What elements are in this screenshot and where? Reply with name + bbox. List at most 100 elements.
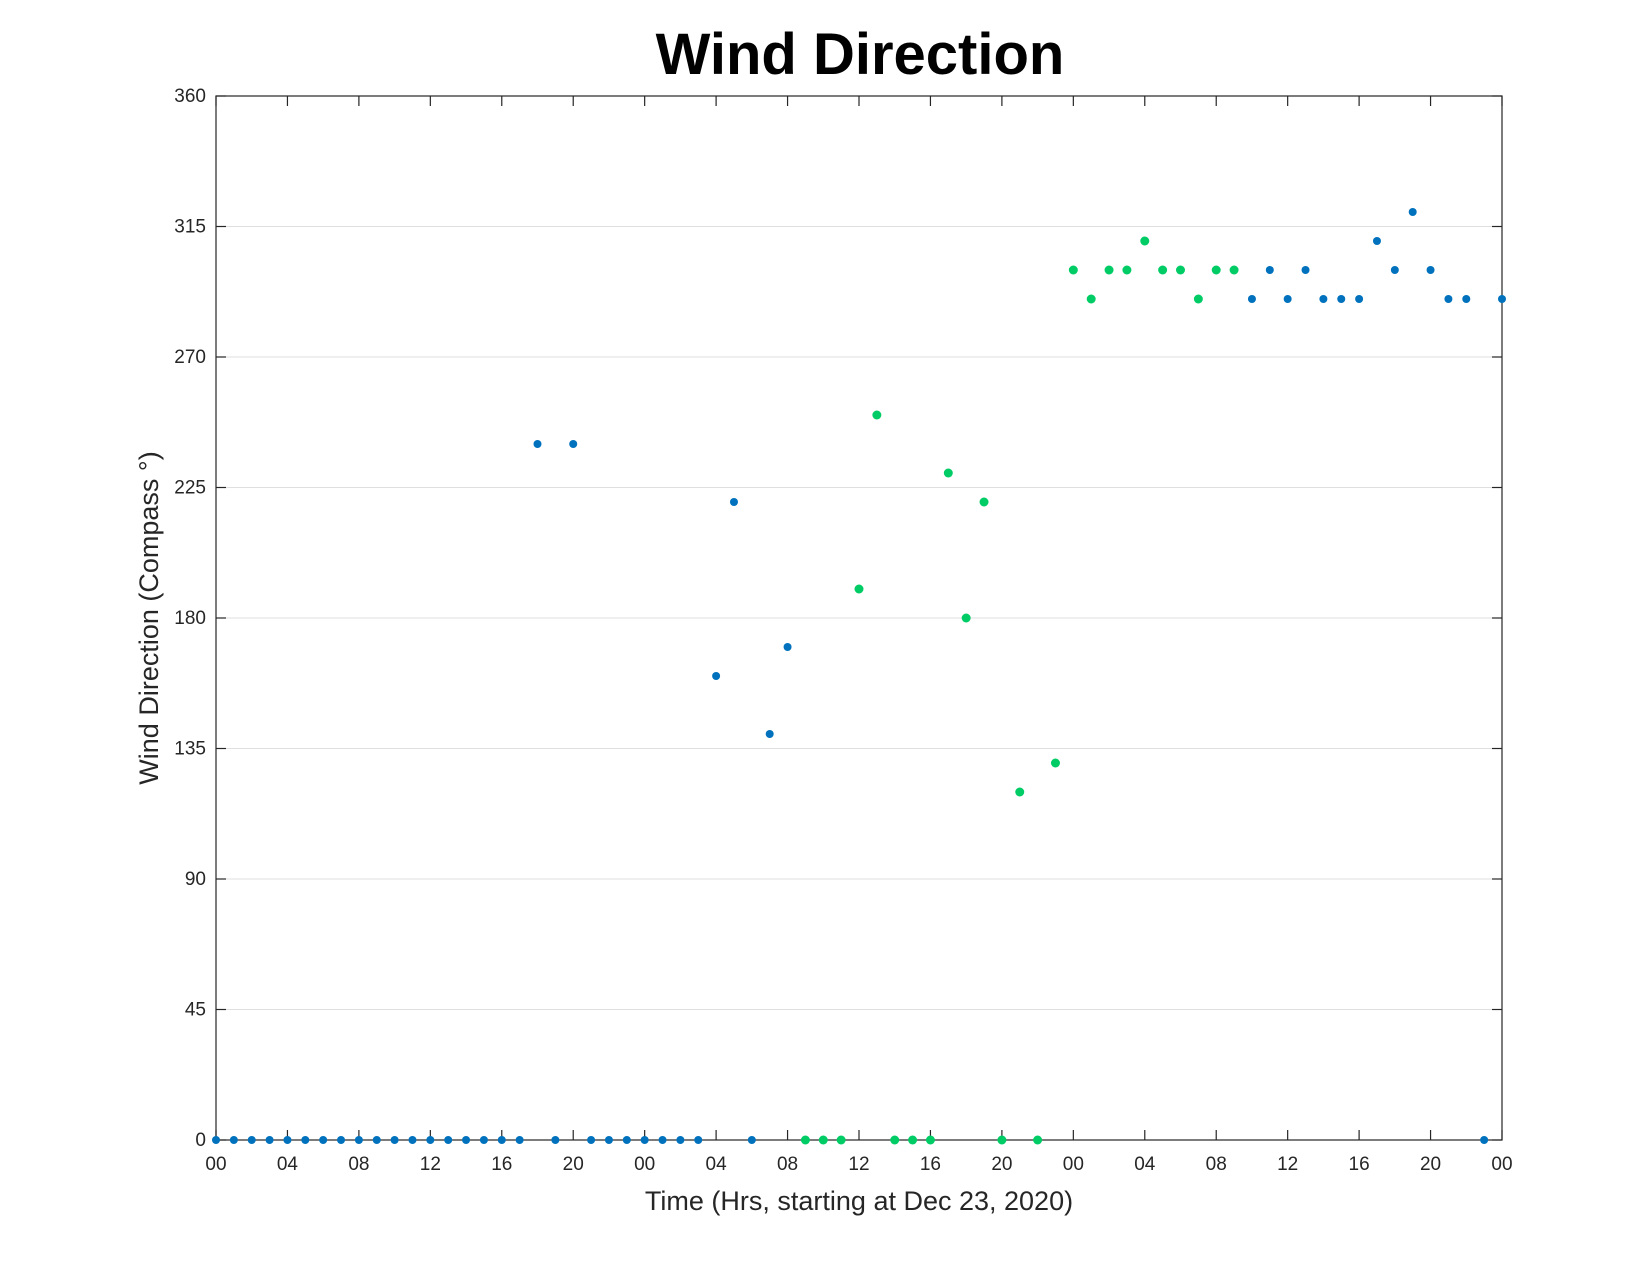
data-point xyxy=(283,1136,292,1144)
data-point xyxy=(1390,266,1399,274)
x-tick-label: 20 xyxy=(991,1154,1012,1175)
data-point xyxy=(640,1136,649,1144)
y-axis-title: Wind Direction (Compass °) xyxy=(134,451,164,784)
data-point xyxy=(1229,265,1239,275)
data-point xyxy=(1086,294,1096,304)
data-point xyxy=(1176,265,1185,275)
x-tick-label: 04 xyxy=(706,1154,728,1175)
data-point xyxy=(479,1136,488,1144)
data-point xyxy=(1355,295,1364,303)
data-point xyxy=(1158,265,1168,275)
data-point xyxy=(462,1136,471,1144)
data-point xyxy=(533,440,542,448)
data-point xyxy=(1104,265,1114,275)
data-point xyxy=(1247,295,1256,303)
x-tick-label: 08 xyxy=(777,1154,798,1175)
data-point xyxy=(818,1135,828,1145)
data-point xyxy=(961,613,971,623)
data-point xyxy=(854,584,864,594)
data-point xyxy=(497,1136,506,1144)
data-point xyxy=(1033,1135,1043,1145)
data-point xyxy=(765,730,774,738)
data-point xyxy=(587,1136,596,1144)
data-point xyxy=(712,672,721,680)
data-point xyxy=(426,1136,435,1144)
data-point xyxy=(354,1136,363,1144)
x-tick-label: 00 xyxy=(1063,1154,1084,1175)
data-point xyxy=(676,1136,685,1144)
data-point xyxy=(1301,266,1310,274)
data-point xyxy=(800,1135,810,1145)
data-point xyxy=(551,1136,560,1144)
y-tick-label: 0 xyxy=(195,1130,206,1151)
data-point xyxy=(729,498,738,506)
data-point xyxy=(1408,208,1417,216)
y-tick-label: 360 xyxy=(174,86,206,107)
data-point xyxy=(319,1136,328,1144)
data-point xyxy=(943,468,953,478)
chart-title: Wind Direction xyxy=(656,22,1065,87)
x-tick-label: 20 xyxy=(1420,1154,1441,1175)
data-point xyxy=(1015,787,1025,797)
axis-ticks: 0 45 90 135 180 225 270 315 360 00 04 08 12 16 20 00 04 0… xyxy=(174,86,1512,1175)
data-point xyxy=(1426,266,1435,274)
data-point xyxy=(265,1136,274,1144)
data-point xyxy=(1462,295,1471,303)
data-point xyxy=(604,1136,613,1144)
x-tick-label: 12 xyxy=(848,1154,869,1175)
data-point xyxy=(301,1136,310,1144)
x-tick-label: 12 xyxy=(420,1154,441,1175)
data-point xyxy=(1050,758,1060,768)
x-tick-label: 16 xyxy=(1349,1154,1370,1175)
x-tick-label: 16 xyxy=(920,1154,941,1175)
data-point xyxy=(1337,295,1346,303)
x-tick-label: 08 xyxy=(348,1154,369,1175)
data-point xyxy=(890,1135,900,1145)
x-tick-label: 12 xyxy=(1277,1154,1298,1175)
data-point xyxy=(1122,265,1132,275)
x-tick-label: 00 xyxy=(1491,1154,1512,1175)
data-point xyxy=(1211,265,1221,275)
y-tick-label: 135 xyxy=(174,739,206,760)
data-point xyxy=(658,1136,667,1144)
y-tick-label: 180 xyxy=(174,608,206,629)
data-point xyxy=(372,1136,381,1144)
data-point xyxy=(1498,295,1506,303)
data-point xyxy=(337,1136,346,1144)
data-point xyxy=(747,1136,756,1144)
data-point xyxy=(622,1136,631,1144)
y-tick-label: 315 xyxy=(174,217,206,238)
x-tick-label: 20 xyxy=(563,1154,584,1175)
data-point xyxy=(694,1136,703,1144)
x-axis-title: Time (Hrs, starting at Dec 23, 2020) xyxy=(645,1186,1073,1216)
data-point xyxy=(783,643,792,651)
data-point xyxy=(212,1136,220,1144)
data-point xyxy=(1283,295,1292,303)
x-tick-label: 08 xyxy=(1206,1154,1227,1175)
data-point xyxy=(1068,265,1078,275)
x-tick-label: 04 xyxy=(1134,1154,1156,1175)
data-point xyxy=(1193,294,1203,304)
y-tick-label: 45 xyxy=(185,1000,206,1021)
y-tick-label: 270 xyxy=(174,347,206,368)
data-point xyxy=(1480,1136,1489,1144)
data-point xyxy=(908,1135,918,1145)
data-point xyxy=(925,1135,935,1145)
grid-lines xyxy=(216,226,1502,1010)
data-point xyxy=(1265,266,1274,274)
data-point xyxy=(1444,295,1453,303)
x-tick-label: 00 xyxy=(205,1154,226,1175)
data-point xyxy=(408,1136,417,1144)
data-point xyxy=(515,1136,524,1144)
data-point xyxy=(997,1135,1007,1145)
data-point xyxy=(1372,237,1381,245)
x-tick-label: 16 xyxy=(491,1154,512,1175)
data-points xyxy=(212,208,1506,1145)
data-point xyxy=(1140,236,1150,246)
data-point xyxy=(872,410,882,420)
data-point xyxy=(836,1135,846,1145)
x-tick-label: 04 xyxy=(277,1154,299,1175)
data-point xyxy=(390,1136,399,1144)
x-tick-label: 00 xyxy=(634,1154,655,1175)
